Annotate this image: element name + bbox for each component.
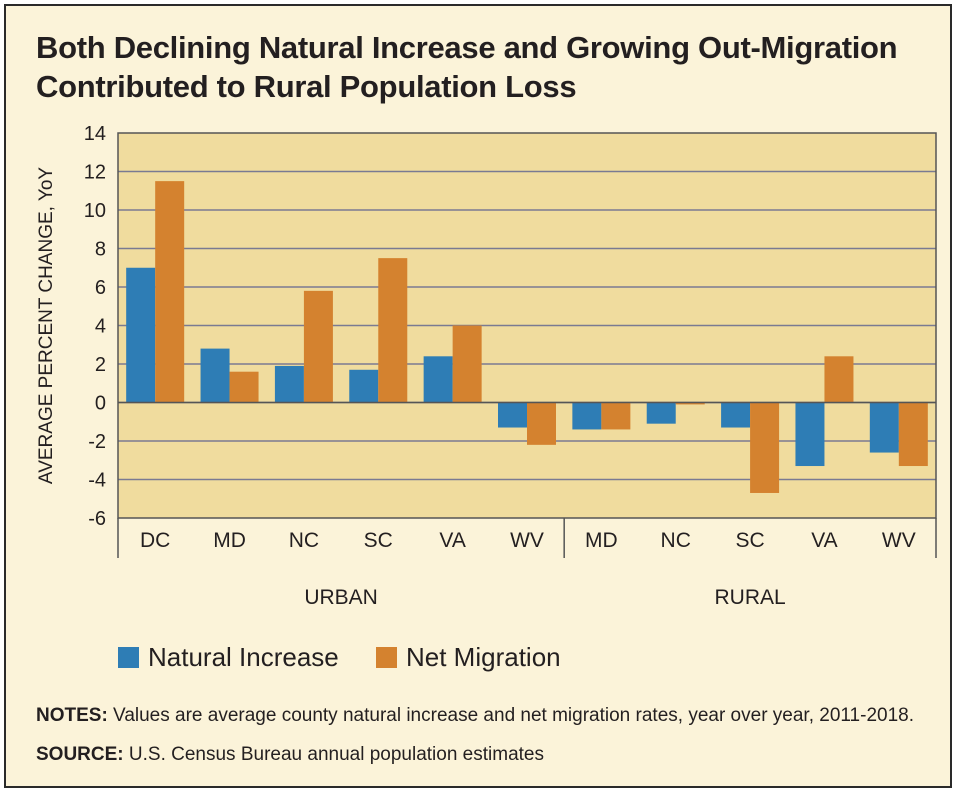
bar-net-migration — [229, 371, 259, 403]
bar-natural-increase — [423, 356, 453, 403]
source-label: SOURCE: — [36, 744, 124, 765]
bar-net-migration — [601, 402, 631, 430]
bar-net-migration — [452, 325, 482, 403]
x-tick-label: NC — [289, 529, 319, 552]
notes-label: NOTES: — [36, 705, 108, 726]
x-tick-label: VA — [439, 529, 465, 552]
bar-net-migration — [675, 402, 705, 405]
bar-natural-increase — [498, 402, 527, 428]
bar-net-migration — [155, 181, 185, 403]
bar-chart: -6 -4 -2 0 2 4 6 8 10 12 14 AVERAGE PERCENT CHANGE,… — [36, 123, 937, 609]
y-tick-label: 10 — [84, 200, 106, 222]
x-tick-label: SC — [735, 529, 764, 552]
chart-title: Both Declining Natural Increase and Grow… — [36, 28, 936, 106]
bar-net-migration — [824, 356, 854, 403]
bar-natural-increase — [349, 369, 379, 403]
x-tick-label: NC — [661, 529, 691, 552]
bar-natural-increase — [126, 267, 156, 403]
chart-title-line-1: Both Declining Natural Increase and Grow… — [36, 30, 898, 65]
legend-label-net-migration: Net Migration — [406, 642, 561, 672]
legend: Natural Increase Net Migration — [6, 642, 954, 682]
y-tick-label: 6 — [95, 277, 106, 299]
bar-net-migration — [527, 402, 556, 445]
y-tick-label: 12 — [84, 162, 106, 184]
plot-border — [117, 132, 937, 519]
group-label-rural: RURAL — [714, 586, 785, 609]
bar-natural-increase — [646, 402, 676, 424]
bar-natural-increase — [274, 365, 304, 403]
legend-swatch-natural-increase — [118, 647, 139, 668]
x-tick-label: MD — [213, 529, 246, 552]
bar-net-migration — [750, 402, 780, 493]
bar-natural-increase — [869, 402, 899, 453]
legend-swatch-net-migration — [376, 647, 397, 668]
y-tick-label: 2 — [95, 354, 106, 376]
x-tick-label: SC — [364, 529, 393, 552]
y-tick-label: 14 — [84, 123, 106, 145]
bar-net-migration — [303, 290, 333, 403]
x-tick-label: WV — [882, 529, 916, 552]
x-tick-label: DC — [140, 529, 170, 552]
y-tick-label: 4 — [95, 316, 106, 338]
bar-net-migration — [378, 258, 408, 403]
chart-title-line-2: Contributed to Rural Population Loss — [36, 69, 577, 104]
y-tick-label: -6 — [88, 508, 106, 530]
y-tick-label: 8 — [95, 239, 106, 261]
chart-frame: Both Declining Natural Increase and Grow… — [4, 4, 952, 788]
notes-line: NOTES: Values are average county natural… — [36, 704, 914, 728]
source-text: U.S. Census Bureau annual population est… — [123, 744, 544, 765]
x-tick-label: WV — [510, 529, 544, 552]
notes-text: Values are average county natural increa… — [107, 705, 915, 726]
bar-natural-increase — [200, 348, 230, 403]
legend-label-natural-increase: Natural Increase — [148, 642, 339, 672]
bar-natural-increase — [795, 402, 825, 467]
source-line: SOURCE: U.S. Census Bureau annual popula… — [36, 743, 544, 767]
y-tick-label: -4 — [88, 470, 106, 492]
group-label-urban: URBAN — [304, 586, 378, 609]
y-axis-title: AVERAGE PERCENT CHANGE, YoY — [36, 167, 57, 484]
bar-natural-increase — [721, 402, 751, 428]
x-tick-label: VA — [811, 529, 837, 552]
x-tick-label: MD — [585, 529, 618, 552]
y-tick-label: 0 — [95, 393, 106, 415]
bar-net-migration — [898, 402, 928, 467]
bar-natural-increase — [572, 402, 602, 430]
y-tick-label: -2 — [88, 431, 106, 453]
